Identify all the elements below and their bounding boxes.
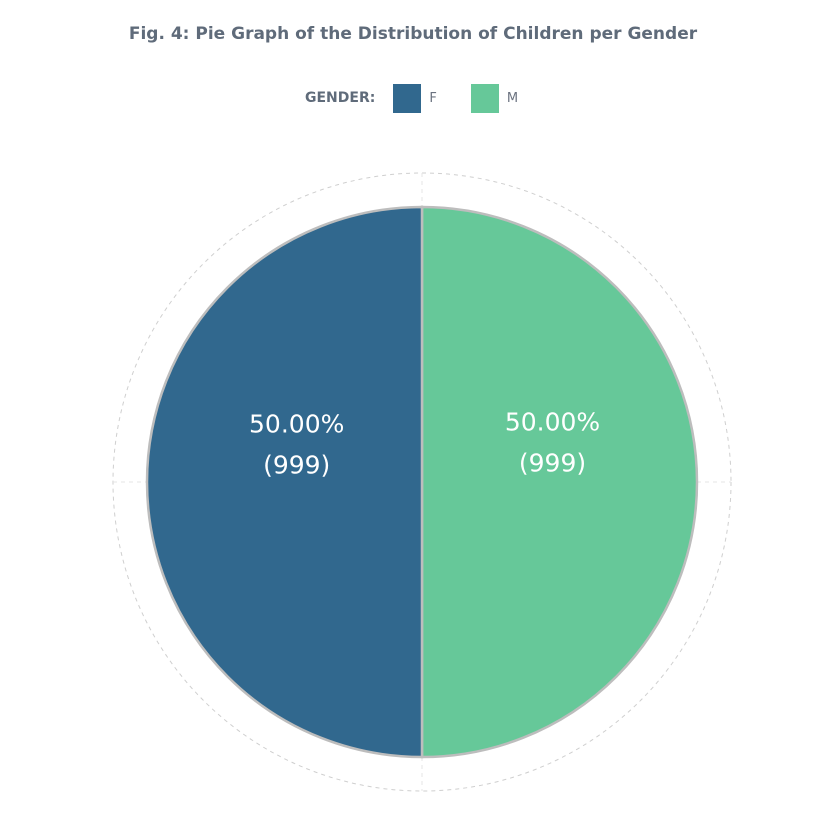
slice-count-label-f: (999) xyxy=(263,451,330,480)
legend-entry-m: M xyxy=(470,83,519,113)
chart-title: Fig. 4: Pie Graph of the Distribution of… xyxy=(128,24,698,44)
slice-labels: 50.00% (999) 50.00% (999) xyxy=(249,408,600,480)
slice-percent-label-m: 50.00% xyxy=(505,408,600,437)
pie-slice-f xyxy=(145,205,424,759)
legend-title: GENDER: xyxy=(305,90,376,106)
slice-percent-label-f: 50.00% xyxy=(249,410,344,439)
slice-count-label-m: (999) xyxy=(519,449,586,478)
pie-slices xyxy=(145,205,699,759)
legend-swatch-f xyxy=(393,83,422,113)
legend-label-m: M xyxy=(506,90,519,106)
legend: GENDER: F M xyxy=(305,83,518,113)
legend-swatch-m xyxy=(470,83,499,113)
legend-entry-f: F xyxy=(393,83,437,113)
pie-slice-m xyxy=(420,205,699,759)
legend-label-f: F xyxy=(429,90,437,106)
